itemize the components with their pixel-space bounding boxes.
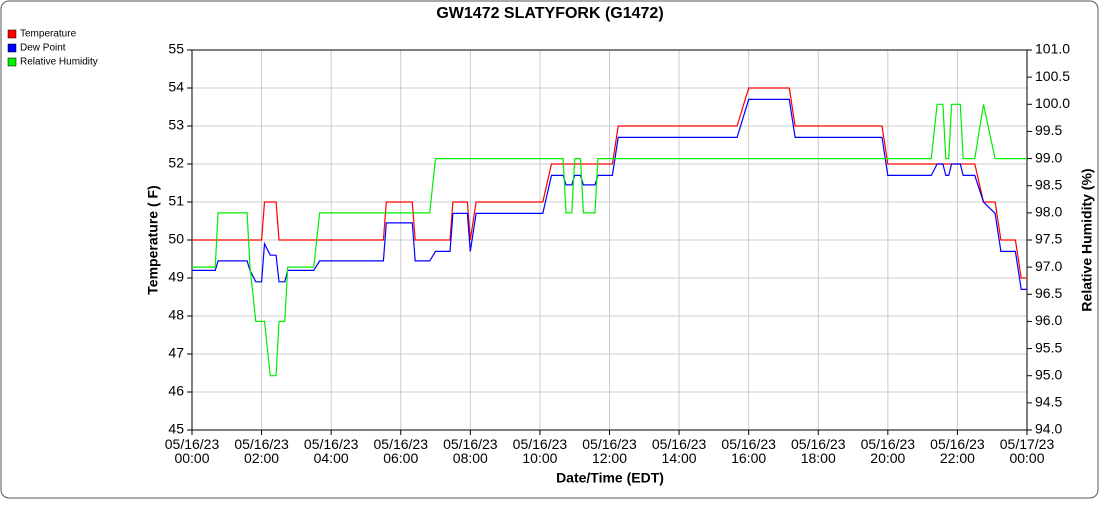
y2-tick-label: 95.0 [1035, 366, 1062, 382]
legend-label: Relative Humidity [20, 57, 98, 68]
y2-tick-label: 94.0 [1035, 421, 1062, 437]
y-tick-label: 52 [168, 155, 184, 171]
x-tick-label: 05/16/23 20:00 [861, 436, 916, 466]
y2-tick-label: 96.0 [1035, 312, 1062, 328]
y2-tick-label: 97.0 [1035, 258, 1062, 274]
y2-tick-label: 99.0 [1035, 149, 1062, 165]
y-tick-label: 55 [168, 41, 184, 57]
y2-tick-label: 99.5 [1035, 122, 1062, 138]
y2-tick-label: 94.5 [1035, 394, 1062, 410]
x-tick-label: 05/16/23 12:00 [582, 436, 637, 466]
x-axis-label: Date/Time (EDT) [556, 470, 664, 486]
series-line [192, 98, 1027, 290]
y2-tick-label: 101.0 [1035, 41, 1070, 57]
legend-swatch [7, 43, 17, 53]
legend-swatch [7, 29, 17, 39]
series-line [192, 87, 1027, 279]
y2-tick-label: 96.5 [1035, 285, 1062, 301]
x-tick-label: 05/16/23 04:00 [304, 436, 359, 466]
y-tick-label: 48 [168, 307, 184, 323]
y-tick-label: 49 [168, 269, 184, 285]
legend-label: Temperature [20, 29, 77, 40]
x-tick-label: 05/16/23 02:00 [234, 436, 289, 466]
x-tick-label: 05/16/23 08:00 [443, 436, 498, 466]
y-tick-label: 53 [168, 117, 184, 133]
y-tick-label: 47 [168, 345, 184, 361]
x-tick-label: 05/16/23 00:00 [165, 436, 220, 466]
x-tick-label: 05/16/23 18:00 [791, 436, 846, 466]
chart-title: GW1472 SLATYFORK (G1472) [436, 5, 663, 22]
y2-tick-label: 95.5 [1035, 339, 1062, 355]
series-line [192, 103, 1027, 377]
y2-tick-label: 98.0 [1035, 204, 1062, 220]
y2-tick-label: 100.0 [1035, 95, 1070, 111]
y2-tick-label: 98.5 [1035, 176, 1062, 192]
y2-axis-label: Relative Humidity (%) [1079, 168, 1095, 311]
x-tick-label: 05/16/23 16:00 [721, 436, 776, 466]
x-tick-label: 05/16/23 22:00 [930, 436, 985, 466]
legend-label: Dew Point [20, 43, 66, 54]
x-tick-label: 05/16/23 14:00 [652, 436, 707, 466]
y-tick-label: 50 [168, 231, 184, 247]
x-tick-label: 05/16/23 10:00 [513, 436, 568, 466]
x-tick-label: 05/17/23 00:00 [1000, 436, 1055, 466]
y2-tick-label: 100.5 [1035, 68, 1070, 84]
y-tick-label: 51 [168, 193, 184, 209]
y-tick-label: 46 [168, 383, 184, 399]
legend-swatch [7, 57, 17, 67]
y-tick-label: 45 [168, 421, 184, 437]
y-tick-label: 54 [168, 79, 184, 95]
y2-tick-label: 97.5 [1035, 231, 1062, 247]
y-axis-label: Temperature ( F) [145, 185, 161, 294]
x-tick-label: 05/16/23 06:00 [374, 436, 429, 466]
